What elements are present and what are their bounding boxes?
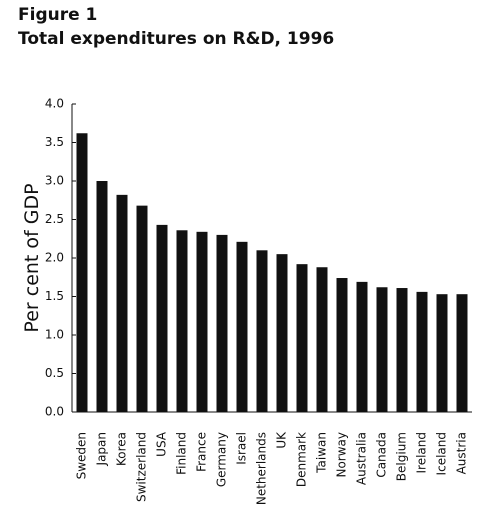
bar bbox=[356, 281, 368, 412]
x-tick-label: Switzerland bbox=[135, 432, 149, 502]
bar bbox=[396, 288, 408, 412]
y-tick-label: 1.5 bbox=[45, 289, 64, 303]
x-tick-label: Sweden bbox=[75, 432, 89, 479]
bar bbox=[296, 264, 308, 412]
chart-subtitle: Total expenditures on R&D, 1996 bbox=[18, 29, 334, 49]
y-axis-label: Per cent of GDP bbox=[21, 183, 43, 332]
bar bbox=[156, 224, 168, 412]
bar bbox=[76, 133, 88, 412]
x-tick-label: Austria bbox=[455, 432, 469, 474]
y-tick-label: 2.0 bbox=[45, 251, 64, 265]
y-tick-label: 0.0 bbox=[45, 405, 64, 419]
x-tick-label: Australia bbox=[355, 432, 369, 485]
bar bbox=[136, 205, 148, 412]
bar bbox=[276, 254, 288, 412]
x-tick-label: Canada bbox=[375, 432, 389, 478]
x-tick-label: Iceland bbox=[435, 432, 449, 475]
y-tick-label: 0.5 bbox=[45, 366, 64, 380]
y-tick-label: 2.5 bbox=[45, 212, 64, 226]
bar bbox=[316, 267, 328, 412]
bar bbox=[116, 194, 128, 412]
bar bbox=[436, 294, 448, 412]
x-tick-label: Israel bbox=[235, 432, 249, 465]
x-tick-label: USA bbox=[155, 431, 169, 457]
x-tick-label: Denmark bbox=[295, 432, 309, 487]
bar bbox=[456, 294, 468, 412]
x-tick-label: Korea bbox=[115, 432, 129, 466]
x-tick-label: Japan bbox=[95, 432, 109, 466]
x-tick-label: Belgium bbox=[395, 432, 409, 481]
chart-title: Figure 1 bbox=[18, 5, 97, 25]
x-tick-label: Netherlands bbox=[255, 432, 269, 505]
x-tick-label: France bbox=[195, 432, 209, 472]
x-tick-label: Norway bbox=[335, 432, 349, 478]
bar bbox=[376, 287, 388, 412]
bar bbox=[196, 231, 208, 412]
bar bbox=[176, 230, 188, 412]
bar bbox=[236, 241, 248, 412]
bar bbox=[336, 278, 348, 412]
y-tick-label: 1.0 bbox=[45, 328, 64, 342]
y-tick-label: 3.5 bbox=[45, 135, 64, 149]
bar bbox=[256, 250, 268, 412]
bar bbox=[96, 181, 108, 412]
bar bbox=[416, 291, 428, 412]
x-tick-label: Germany bbox=[215, 432, 229, 487]
x-tick-label: Taiwan bbox=[315, 432, 329, 474]
x-tick-label: Finland bbox=[175, 432, 189, 475]
y-tick-label: 4.0 bbox=[45, 97, 64, 111]
x-tick-label: UK bbox=[275, 431, 289, 449]
y-tick-label: 3.0 bbox=[45, 174, 64, 188]
bar bbox=[216, 234, 228, 412]
x-tick-label: Ireland bbox=[415, 432, 429, 474]
